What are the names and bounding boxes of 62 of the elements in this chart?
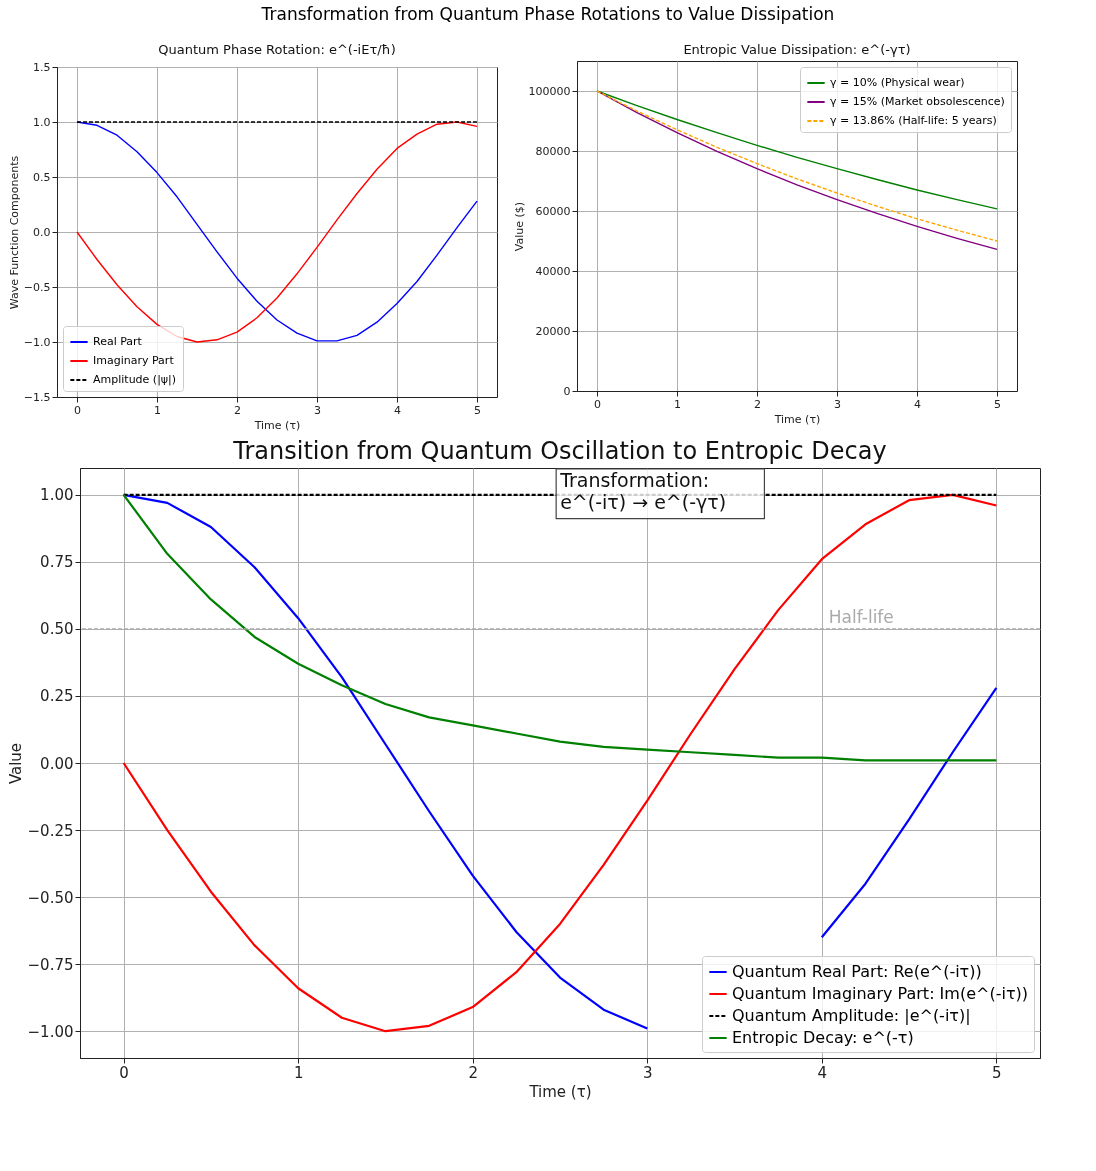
y-tick-label: 1.5 (33, 60, 51, 74)
y-tick-label: 0.00 (40, 754, 74, 773)
x-tick-label: 1 (293, 1063, 304, 1082)
ref-line-label: Half-life (828, 606, 894, 627)
x-tick-label: 0 (594, 397, 601, 411)
y-tick-label: 80000 (535, 144, 571, 158)
legend-label: Entropic Decay: e^(-τ) (732, 1028, 914, 1047)
x-tick-label: 3 (314, 403, 321, 417)
legend-label: γ = 15% (Market obsolescence) (830, 95, 1005, 108)
annotation: Transformation: e^(-iτ) → e^(-γτ) (559, 469, 727, 513)
y-tick-label: −1.0 (23, 335, 51, 349)
x-axis-title: Time (τ) (253, 418, 301, 432)
y-tick-label: 40000 (535, 264, 571, 278)
y-tick-label: 20000 (535, 324, 571, 338)
y-tick-label: −0.25 (27, 821, 74, 840)
y-tick-label: 0.0 (33, 225, 51, 239)
y-tick-label: 100000 (528, 84, 571, 98)
legend-label: Quantum Imaginary Part: Im(e^(-iτ)) (732, 984, 1028, 1003)
y-tick-label: −1.00 (27, 1022, 74, 1041)
y-tick-label: −0.5 (23, 280, 51, 294)
y-tick-label: −0.75 (27, 955, 74, 974)
y-tick-label: 1.00 (40, 486, 74, 505)
x-axis-title: Time (τ) (773, 412, 821, 426)
x-tick-label: 2 (754, 397, 761, 411)
y-tick-label: 0.5 (33, 170, 51, 184)
x-tick-label: 5 (474, 403, 481, 417)
y-tick-label: 0.75 (40, 553, 74, 572)
legend-label: Quantum Amplitude: |e^(-iτ)| (732, 1006, 971, 1025)
x-tick-label: 1 (674, 397, 681, 411)
y-axis-title: Wave Function Components (7, 155, 21, 310)
x-tick-label: 3 (643, 1063, 653, 1082)
y-tick-label: 0 (563, 384, 571, 398)
text: Transformation from Quantum Phase Rotations to Value Dissipation (260, 3, 836, 26)
line-series (122, 493, 998, 762)
x-tick-label: 4 (817, 1063, 828, 1082)
legend-label: γ = 10% (Physical wear) (830, 76, 965, 89)
y-tick-label: 0.50 (40, 620, 74, 639)
x-tick-label: 4 (394, 403, 401, 417)
chart-title: Entropic Value Dissipation: e^(-γτ) (683, 42, 911, 57)
legend-label: γ = 13.86% (Half-life: 5 years) (830, 114, 997, 127)
y-tick-label: −0.50 (27, 888, 74, 907)
chart-title: Transition from Quantum Oscillation to Entropic Decay (232, 437, 887, 465)
y-axis-title: Value ($) (512, 201, 526, 252)
y-tick-label: 60000 (535, 204, 571, 218)
legend-label: Quantum Real Part: Re(e^(-iτ)) (732, 962, 982, 981)
chart-title: Quantum Phase Rotation: e^(-iEτ/ħ) (158, 42, 396, 57)
legend-label: Real Part (93, 335, 143, 348)
y-tick-label: −1.5 (23, 390, 51, 404)
x-tick-label: 3 (834, 397, 841, 411)
legend-label: Imaginary Part (93, 354, 175, 367)
y-tick-label: 0.25 (40, 687, 74, 706)
x-tick-label: 5 (992, 1063, 1002, 1082)
x-tick-label: 0 (119, 1063, 129, 1082)
legend-label: Amplitude (|ψ|) (93, 373, 177, 386)
x-tick-label: 2 (234, 403, 241, 417)
x-tick-label: 2 (468, 1063, 478, 1082)
y-tick-label: 1.0 (33, 115, 51, 129)
x-tick-label: 5 (994, 397, 1001, 411)
x-tick-label: 4 (914, 397, 921, 411)
x-axis-title: Time (τ) (528, 1082, 592, 1101)
y-axis-title: Value (6, 742, 25, 785)
x-tick-label: 1 (154, 403, 161, 417)
